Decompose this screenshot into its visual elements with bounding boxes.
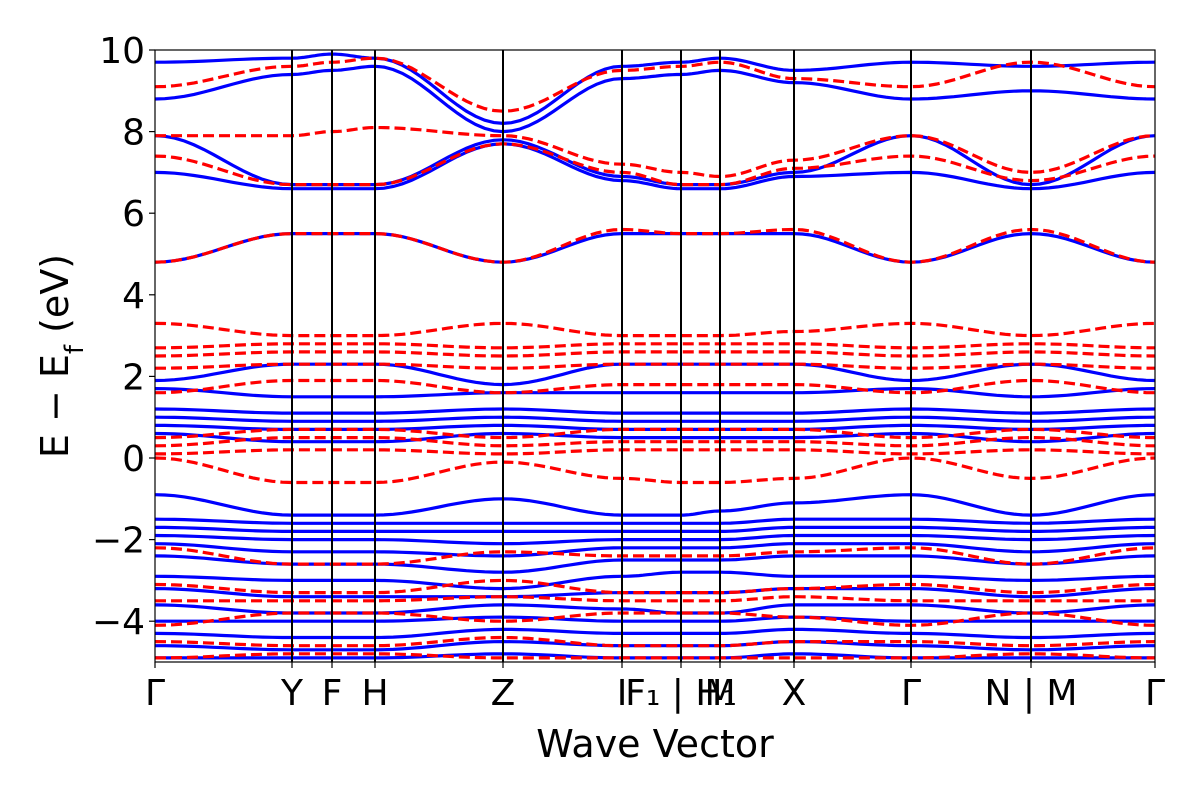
y-tick-label: 10	[99, 31, 145, 72]
dashed-band-17	[155, 635, 1155, 648]
dashed-band-10	[155, 435, 1155, 448]
x-tick-label: M	[704, 673, 735, 714]
y-tick-label: 4	[122, 276, 145, 317]
solid-band-15	[155, 542, 1155, 558]
solid-band-17	[155, 570, 1155, 591]
solid-band-4	[155, 231, 1155, 264]
x-tick-label: N | M	[984, 673, 1077, 714]
dashed-band-3	[155, 227, 1155, 264]
dashed-band-16	[155, 611, 1155, 627]
x-tick-label: Γ	[1145, 673, 1165, 714]
x-tick-label: Γ	[901, 673, 921, 714]
solid-band-12	[155, 517, 1155, 525]
dashed-band-13	[155, 546, 1155, 566]
dashed-band-8	[155, 378, 1155, 395]
solid-band-10	[155, 431, 1155, 444]
x-tick-label: H	[361, 673, 388, 714]
x-tick-label: Γ	[145, 673, 165, 714]
dashed-band-6	[155, 350, 1155, 358]
kpoint-lines	[291, 50, 1032, 662]
x-tick-label: Y	[280, 673, 304, 714]
bands-layer	[155, 52, 1155, 660]
dashed-band-4	[155, 321, 1155, 338]
x-tick-label: X	[782, 673, 807, 714]
dashed-band-5	[155, 342, 1155, 350]
y-axis: −4 −2 0 2 4 6 8 10	[92, 31, 155, 643]
solid-band-7	[155, 407, 1155, 415]
solid-band-1	[155, 64, 1155, 134]
solid-band-20	[155, 615, 1155, 623]
dashed-band-12	[155, 456, 1155, 485]
solid-band-14	[155, 533, 1155, 546]
solid-band-21	[155, 627, 1155, 640]
x-tick-label: Z	[491, 673, 516, 714]
solid-band-13	[155, 525, 1155, 533]
solid-band-8	[155, 415, 1155, 423]
y-tick-label: −4	[92, 602, 145, 643]
y-tick-label: −2	[92, 521, 145, 562]
solid-band-3	[155, 142, 1155, 191]
x-axis: Γ Y F H Z IF₁ | H₁M X Γ N | M Γ	[145, 662, 1165, 714]
solid-band-16	[155, 554, 1155, 574]
solid-band-6	[155, 386, 1155, 399]
solid-band-11	[155, 493, 1155, 517]
dashed-band-11	[155, 448, 1155, 456]
x-tick-label: F	[322, 673, 343, 714]
x-tick-label: I	[617, 673, 628, 714]
dashed-band-0	[155, 56, 1155, 113]
dashed-band-9	[155, 427, 1155, 440]
solid-band-0	[155, 52, 1155, 126]
y-tick-label: 2	[122, 357, 145, 398]
dashed-band-7	[155, 362, 1155, 370]
solid-band-19	[155, 603, 1155, 615]
y-tick-label: 6	[122, 194, 145, 235]
y-axis-title: E − Ef (eV)	[33, 254, 90, 458]
dashed-band-15	[155, 595, 1155, 603]
x-axis-title: Wave Vector	[536, 722, 774, 766]
dashed-band-18	[155, 652, 1155, 660]
y-axis-title-main: E − E	[33, 354, 77, 458]
plot-frame	[154, 49, 1156, 663]
x-tick-label: F₁ | H₁	[625, 673, 737, 714]
dashed-band-14	[155, 578, 1155, 595]
dashed-band-2	[155, 142, 1155, 187]
y-tick-label: 0	[122, 439, 145, 480]
y-axis-title-unit: (eV)	[33, 254, 77, 345]
y-tick-label: 8	[122, 113, 145, 154]
dashed-band-1	[155, 125, 1155, 179]
y-axis-title-subscript: f	[60, 344, 90, 354]
